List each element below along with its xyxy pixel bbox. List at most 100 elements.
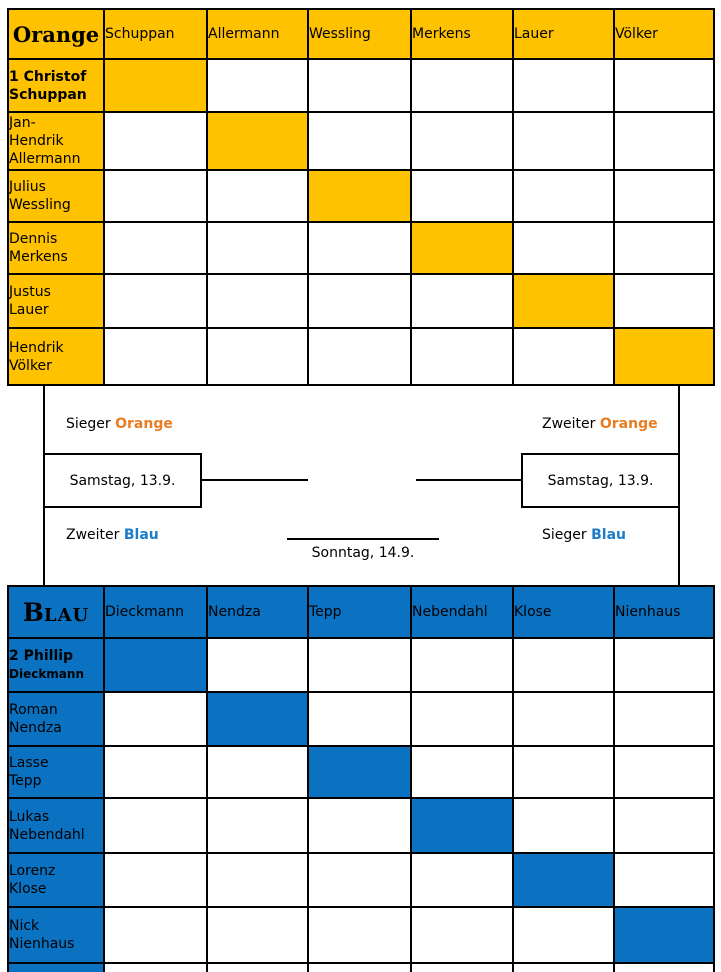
group-title-rest: lau <box>43 604 90 626</box>
player-row: Lorenz Klose <box>7 852 715 908</box>
col-header-allermann: Allermann <box>206 8 309 60</box>
semifinal-left-date: Samstag, 13.9. <box>69 472 176 489</box>
result-cell <box>410 111 514 171</box>
result-cell <box>307 327 412 386</box>
blau-crosstable: Blau Dieckmann Nendza Tepp Nebendahl Klose Nie… <box>7 585 715 972</box>
row-label <box>7 962 105 972</box>
result-cell <box>103 906 208 964</box>
player-row: Justus Lauer <box>7 273 715 329</box>
row-label-line: Jan- <box>9 115 36 131</box>
bracket-line-right-top <box>678 386 680 453</box>
row-label: Lasse Tepp <box>7 745 105 799</box>
result-cell <box>206 637 309 693</box>
col-header-merkens: Merkens <box>410 8 514 60</box>
col-header-nienhaus: Nienhaus <box>613 585 715 639</box>
col-header-nendza: Nendza <box>206 585 309 639</box>
player-row: Julius Wessling <box>7 169 715 223</box>
self-cell <box>410 221 514 275</box>
semifinal-box-left: Samstag, 13.9. <box>43 453 202 508</box>
result-cell <box>206 962 309 972</box>
group-name-orange: Orange <box>115 416 173 432</box>
result-cell <box>206 273 309 329</box>
seed-label-sieger-blau: Sieger Blau <box>542 527 626 543</box>
result-cell <box>512 906 615 964</box>
result-cell <box>410 745 514 799</box>
row-label-line: Julius <box>9 179 46 195</box>
partial-row <box>7 962 715 972</box>
seed-label-sieger-orange: Sieger Orange <box>66 416 173 432</box>
self-cell <box>206 691 309 747</box>
result-cell <box>410 637 514 693</box>
row-label-line: Tepp <box>9 773 42 789</box>
bracket-line-left-bottom <box>43 506 45 585</box>
self-cell <box>613 327 715 386</box>
self-cell <box>103 637 208 693</box>
row-label-line: Justus <box>9 284 51 300</box>
row-label-line: Allermann <box>9 151 81 167</box>
orange-crosstable: Orange Schuppan Allermann Wessling Merkens La… <box>7 8 715 386</box>
result-cell <box>512 327 615 386</box>
result-cell <box>613 745 715 799</box>
result-cell <box>512 169 615 223</box>
result-cell <box>512 745 615 799</box>
result-cell <box>307 273 412 329</box>
row-label: 1 Christof Schuppan <box>7 58 105 113</box>
col-header-dieckmann: Dieckmann <box>103 585 208 639</box>
result-cell <box>103 852 208 908</box>
row-label-line: Hendrik <box>9 339 64 356</box>
result-cell <box>613 962 715 972</box>
row-label: Lukas Nebendahl <box>7 797 105 854</box>
result-cell <box>206 852 309 908</box>
row-label-line: Roman <box>9 702 58 718</box>
result-cell <box>103 111 208 171</box>
group-name-orange: Orange <box>599 416 658 432</box>
result-cell <box>307 58 412 113</box>
row-label-line: Schuppan <box>9 86 87 103</box>
result-cell <box>307 797 412 854</box>
result-cell <box>206 906 309 964</box>
self-cell <box>613 906 715 964</box>
bracket-connector-right <box>416 479 522 481</box>
row-label-line: Wessling <box>9 197 71 213</box>
result-cell <box>613 169 715 223</box>
result-cell <box>512 797 615 854</box>
result-cell <box>410 169 514 223</box>
result-cell <box>410 906 514 964</box>
result-cell <box>307 221 412 275</box>
seed-word: Zweiter <box>66 527 120 543</box>
result-cell <box>613 273 715 329</box>
row-label-line: Klose <box>9 881 47 897</box>
row-label-line: Lukas <box>9 808 50 825</box>
player-row: 2 Phillip Dieckmann <box>7 637 715 693</box>
row-label-line: Völker <box>9 357 52 374</box>
semifinal-right-date: Samstag, 13.9. <box>547 472 654 489</box>
result-cell <box>103 691 208 747</box>
player-row: Jan- Hendrik Allermann <box>7 111 715 171</box>
row-label: Justus Lauer <box>7 273 105 329</box>
row-label-line: Nendza <box>9 720 62 736</box>
col-header-lauer: Lauer <box>512 8 615 60</box>
blau-group-table: Blau Dieckmann Nendza Tepp Nebendahl Klose Nie… <box>7 585 715 972</box>
result-cell <box>307 637 412 693</box>
result-cell <box>410 691 514 747</box>
row-label: Dennis Merkens <box>7 221 105 275</box>
row-label: Roman Nendza <box>7 691 105 747</box>
result-cell <box>410 962 514 972</box>
result-cell <box>613 852 715 908</box>
result-cell <box>613 637 715 693</box>
semifinal-box-right: Samstag, 13.9. <box>521 453 680 508</box>
player-row: Lukas Nebendahl <box>7 797 715 854</box>
blau-group-title: Blau <box>7 585 105 639</box>
player-row: Hendrik Völker <box>7 327 715 386</box>
result-cell <box>613 691 715 747</box>
self-cell <box>103 58 208 113</box>
bracket-line-left-top <box>43 386 45 453</box>
result-cell <box>512 691 615 747</box>
row-label: Hendrik Völker <box>7 327 105 386</box>
col-header-tepp: Tepp <box>307 585 412 639</box>
row-label: Lorenz Klose <box>7 852 105 908</box>
row-label-line: Nebendahl <box>9 826 85 843</box>
group-name-blau: Blau <box>591 527 626 543</box>
row-label-line: Nienhaus <box>9 936 75 952</box>
result-cell <box>307 111 412 171</box>
